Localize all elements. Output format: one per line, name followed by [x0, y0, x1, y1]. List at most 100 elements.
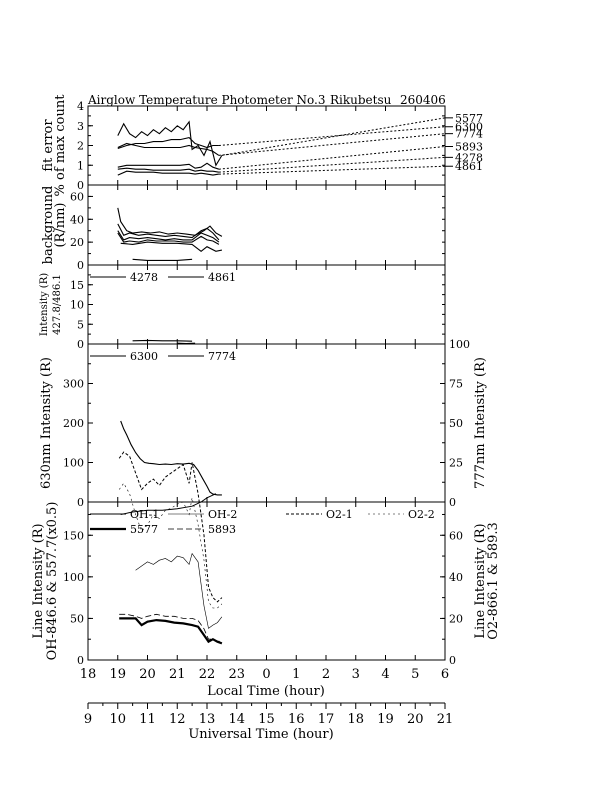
right-label-7774: 7774	[455, 128, 483, 141]
chart-site: Rikubetsu	[330, 93, 392, 107]
y-tick-label: 2	[77, 140, 84, 153]
right-label-4278: 4278	[455, 151, 483, 164]
y-tick-label-right: 25	[449, 457, 463, 470]
y-tick-label: 0	[77, 496, 84, 509]
y-axis-label-2: % of max count	[53, 94, 68, 197]
series-b1	[117, 207, 223, 237]
y-axis-label: fit error	[41, 119, 56, 172]
series-OH-1	[120, 493, 217, 515]
series-b5	[120, 241, 223, 252]
series-4278	[117, 167, 219, 173]
universal-time-axis: 9 10 11 12 13 14 15 16 17 18 19 20 21	[84, 702, 454, 727]
y-axis-label: Intensity (R)	[39, 273, 50, 336]
local-tick-label: 4	[381, 667, 389, 682]
y-tick-label: 15	[70, 279, 84, 292]
y-tick-label-right: 50	[449, 417, 463, 430]
local-tick-label: 19	[109, 667, 126, 682]
ut-tick-label: 15	[258, 712, 275, 727]
local-tick-label: 5	[411, 667, 419, 682]
right-label-5577: 5577	[455, 112, 483, 125]
series-b2	[117, 223, 220, 241]
y-tick-label-right: 0	[449, 654, 456, 667]
local-tick-label: 2	[322, 667, 330, 682]
legend-label-5893: 5893	[208, 523, 236, 536]
series-O2-2	[118, 482, 223, 609]
local-time-label: Local Time (hour)	[207, 684, 325, 699]
y-tick-label-right: 0	[449, 496, 456, 509]
leader-6300	[218, 126, 446, 146]
y-tick-label: 20	[70, 236, 84, 249]
y-axis-label-right-2: O2-866.1 & 589.3	[486, 522, 501, 640]
right-label-4861: 4861	[455, 160, 483, 173]
panel-background: 0 20 40 60 background(R/nm)	[41, 184, 446, 272]
series-4861	[117, 170, 219, 176]
y-tick-label: 1	[77, 159, 84, 172]
ut-tick-label: 20	[407, 712, 424, 727]
y-tick-label: 300	[63, 378, 84, 391]
right-label-5893: 5893	[455, 140, 483, 153]
local-tick-label: 1	[292, 667, 300, 682]
panel-fit-error: 0 1 2 3 4 fit error% of max count 557763007774…	[41, 94, 483, 197]
legend-label-O2-2: O2-2	[408, 508, 435, 521]
panel-intensity-blue: 0 5 10 15 Intensity (R) 427.8/486.1 4278 4861	[39, 264, 446, 351]
series-5577	[117, 120, 223, 167]
ut-tick-label: 19	[377, 712, 394, 727]
ut-tick-label: 17	[318, 712, 335, 727]
y-tick-label: 0	[77, 179, 84, 192]
leader-5577	[221, 117, 446, 156]
panel-frame	[87, 184, 446, 266]
legend-label-6300: 6300	[130, 350, 158, 363]
series-4278	[132, 339, 193, 342]
series-b6	[132, 258, 193, 261]
legend-label-OH-2: OH-2	[208, 508, 237, 521]
series-6300	[117, 136, 219, 150]
ut-tick-label: 13	[199, 712, 216, 727]
y-axis-label-2: OH-846.6 & 557.7(x0.5)	[45, 502, 60, 661]
ut-tick-label: 16	[288, 712, 305, 727]
y-axis-label: 630nm Intensity (R)	[39, 357, 54, 489]
ut-tick-label: 21	[437, 712, 454, 727]
y-axis-label: Line Intensity (R)	[31, 523, 46, 638]
local-tick-label: 20	[139, 667, 156, 682]
legend-label-4278: 4278	[130, 271, 158, 284]
y-axis-label-2: 427.8/486.1	[52, 274, 63, 335]
y-tick-label: 100	[63, 571, 84, 584]
legend-label-7774: 7774	[208, 350, 236, 363]
ut-tick-label: 9	[84, 712, 92, 727]
ut-tick-label: 11	[139, 712, 156, 727]
legend-label-5577: 5577	[130, 523, 158, 536]
series-O2-1	[118, 451, 223, 603]
local-tick-label: 0	[262, 667, 270, 682]
series-5577	[119, 617, 223, 645]
legend-label-4861: 4861	[208, 271, 236, 284]
series-b3	[117, 230, 220, 243]
y-tick-label-right: 60	[449, 529, 463, 542]
leader-7774	[218, 133, 446, 156]
y-tick-label-right: 40	[449, 571, 463, 584]
chart-title: Airglow Temperature Photometer No.3	[87, 93, 326, 107]
local-tick-label: 22	[199, 667, 216, 682]
series-OH-2	[135, 552, 223, 629]
y-tick-label: 3	[77, 120, 84, 133]
legend-label-O2-1: O2-1	[326, 508, 353, 521]
local-tick-label: 18	[80, 667, 97, 682]
y-tick-label: 100	[63, 457, 84, 470]
local-time-axis: 18 19 20 21 22 23 0 1 2 3 4 5 6	[80, 667, 449, 682]
chart-date: 260406	[400, 93, 446, 107]
y-tick-label: 4	[77, 100, 84, 113]
ut-tick-label: 18	[347, 712, 364, 727]
legend-label-OH-1: OH-1	[130, 508, 159, 521]
y-axis-label: background	[41, 186, 56, 265]
y-tick-label: 200	[63, 417, 84, 430]
ut-tick-label: 14	[228, 712, 245, 727]
y-tick-label: 10	[70, 299, 84, 312]
series-6300	[120, 420, 222, 496]
y-tick-label-right: 100	[449, 338, 470, 351]
leader-4278	[218, 156, 446, 173]
y-tick-label: 0	[77, 338, 84, 351]
right-label-6300: 6300	[455, 121, 483, 134]
